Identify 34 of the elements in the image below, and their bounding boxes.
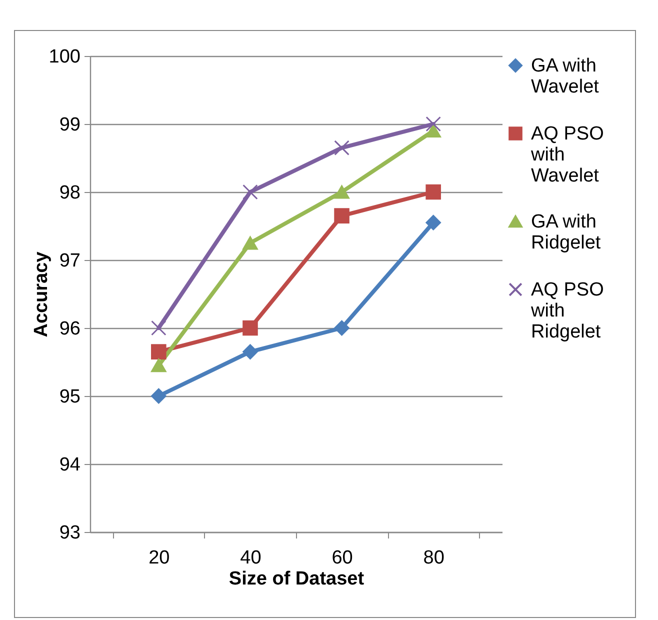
point <box>426 124 441 138</box>
point <box>151 344 166 360</box>
point <box>426 116 441 132</box>
point <box>242 236 258 250</box>
y-tick-label: 96 <box>59 318 80 340</box>
y-tick-label: 95 <box>59 386 80 408</box>
point <box>151 388 166 404</box>
legend-label: AQ PSO with Wavelet <box>530 124 604 186</box>
point <box>242 184 258 200</box>
x-axis-title: Size of Dataset <box>228 568 365 590</box>
point <box>242 320 258 336</box>
point <box>334 140 350 156</box>
x-tick-label: 40 <box>240 548 262 568</box>
point <box>334 320 350 336</box>
point <box>242 344 258 360</box>
y-tick-label: 93 <box>59 522 80 544</box>
x-tick-label: 20 <box>148 548 170 568</box>
x-tick-label: 80 <box>423 548 444 568</box>
legend-label: AQ PSO with Ridgelet <box>530 280 604 342</box>
y-axis-title: Accuracy <box>30 251 52 338</box>
point <box>334 208 350 224</box>
legend-label: GA with Ridgelet <box>531 212 602 254</box>
point <box>151 320 166 336</box>
y-tick-label: 100 <box>48 46 80 68</box>
y-tick-label: 94 <box>59 454 81 476</box>
point <box>426 184 441 200</box>
legend-label: GA with Wavelet <box>531 56 600 98</box>
point <box>151 358 166 372</box>
y-tick-label: 98 <box>59 182 80 204</box>
point <box>334 185 350 199</box>
point <box>426 214 441 230</box>
y-tick-label: 99 <box>59 114 80 136</box>
y-tick-label: 97 <box>59 250 80 272</box>
x-tick-label: 60 <box>332 548 353 568</box>
